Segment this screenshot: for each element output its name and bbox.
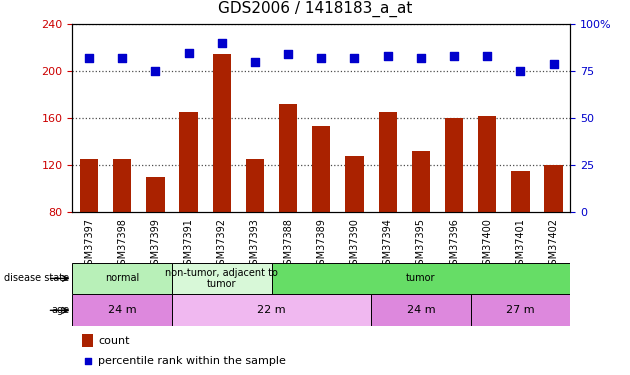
Bar	[72, 262, 172, 294]
Bar	[412, 151, 430, 212]
Text: count: count	[98, 336, 130, 346]
Point	[117, 55, 127, 61]
Text: non-tumor, adjacent to
tumor: non-tumor, adjacent to tumor	[165, 268, 278, 289]
Point	[482, 53, 492, 59]
Bar	[279, 104, 297, 212]
Bar	[213, 54, 231, 212]
Bar	[180, 112, 198, 212]
Point	[515, 68, 525, 74]
Point	[316, 55, 326, 61]
Point	[183, 50, 193, 55]
Bar	[478, 116, 496, 212]
Text: GDS2006 / 1418183_a_at: GDS2006 / 1418183_a_at	[218, 1, 412, 17]
Point	[382, 53, 392, 59]
Bar	[371, 294, 471, 326]
Text: normal: normal	[105, 273, 139, 284]
Bar	[80, 159, 98, 212]
Point	[84, 55, 94, 61]
Text: 24 m: 24 m	[406, 305, 435, 315]
Bar	[471, 294, 570, 326]
Bar	[379, 112, 397, 212]
Point	[217, 40, 227, 46]
Text: 22 m: 22 m	[257, 305, 286, 315]
Bar	[544, 165, 563, 212]
Point	[151, 68, 161, 74]
Text: 24 m: 24 m	[108, 305, 137, 315]
Bar	[345, 156, 364, 212]
Point	[350, 55, 360, 61]
Text: tumor: tumor	[406, 273, 435, 284]
Point	[549, 61, 559, 67]
Text: percentile rank within the sample: percentile rank within the sample	[98, 356, 286, 366]
Text: age: age	[51, 305, 69, 315]
Point	[83, 358, 93, 364]
Bar	[312, 126, 330, 212]
Bar	[172, 294, 371, 326]
Point	[283, 51, 293, 57]
Text: 27 m: 27 m	[506, 305, 535, 315]
Point	[449, 53, 459, 59]
Bar	[272, 262, 570, 294]
Bar	[113, 159, 131, 212]
Bar	[83, 334, 93, 346]
Bar	[512, 171, 529, 212]
Bar	[246, 159, 264, 212]
Point	[250, 59, 260, 65]
Point	[416, 55, 426, 61]
Text: disease state: disease state	[4, 273, 69, 284]
Bar	[445, 118, 463, 212]
Bar	[146, 177, 164, 212]
Bar	[172, 262, 272, 294]
Bar	[72, 294, 172, 326]
